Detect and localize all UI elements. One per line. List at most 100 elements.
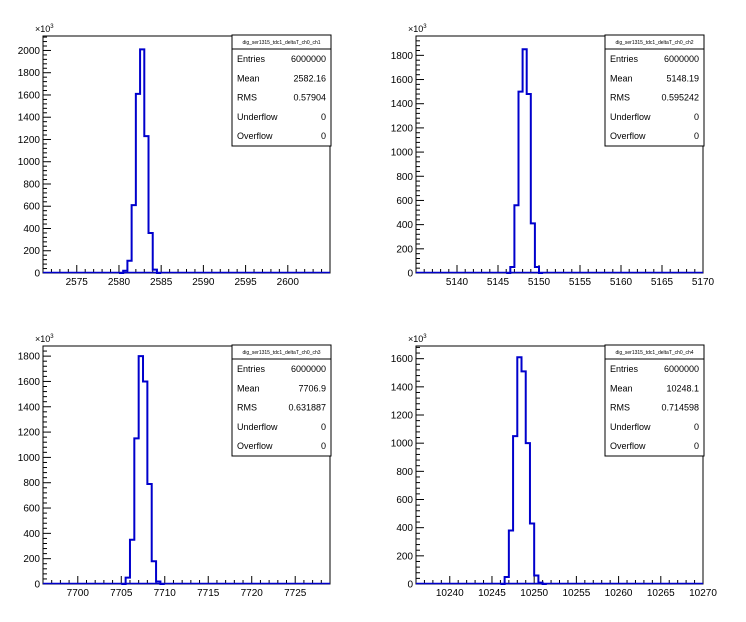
stats-box-frame: [231, 34, 332, 147]
exponent-power: 3: [423, 334, 427, 340]
histogram-pad-1: 0 200 400 600 800 1000 1200 1400 1600 1800 2000 257…: [18, 24, 332, 288]
histogram-pad-3: 0 200 400 600 800 1000 1200 1400 1600 1800 7700 770…: [18, 334, 332, 599]
x-tick-label: 7725: [284, 588, 307, 599]
stats-label: RMS: [610, 403, 630, 413]
stats-value: 0.714598: [661, 403, 699, 413]
y-tick-label: 600: [23, 504, 40, 515]
x-tick-label: 10260: [605, 588, 633, 599]
histogram-pad-2: 0 200 400 600 800 1000 1200 1400 1600 1800 5140 514…: [391, 24, 715, 288]
stats-title: dig_ser1315_tdc1_deltaT_ch0_ch2: [615, 40, 693, 46]
stats-label: Overflow: [610, 441, 646, 451]
y-tick-label: 0: [407, 580, 413, 591]
exponent-prefix: ×10: [35, 24, 50, 34]
stats-value: 7706.9: [298, 383, 326, 393]
x-tick-label: 7700: [67, 588, 90, 599]
y-tick-label: 1400: [18, 402, 41, 413]
y-tick-label: 600: [23, 202, 40, 213]
y-tick-label: 1200: [391, 411, 414, 422]
x-tick-label: 2585: [150, 277, 173, 288]
y-tick-label: 200: [23, 246, 40, 257]
stats-box: dig_ser1315_tdc1_deltaT_ch0_ch1 Entries 60…: [231, 34, 332, 147]
x-tick-label: 5170: [692, 277, 715, 288]
stats-value: 0.631887: [288, 403, 326, 413]
exponent-prefix: ×10: [408, 334, 423, 344]
stats-box-frame: [231, 344, 332, 457]
stats-box-frame: [604, 344, 705, 457]
stats-box: dig_ser1315_tdc1_deltaT_ch0_ch2 Entries 60…: [604, 34, 705, 147]
stats-label: Overflow: [237, 131, 273, 141]
exponent-power: 3: [50, 334, 54, 340]
y-tick-label: 200: [396, 244, 413, 255]
x-tick-label: 5155: [569, 277, 592, 288]
y-tick-label: 0: [407, 269, 413, 280]
stats-label: Underflow: [610, 112, 651, 122]
stats-value: 0: [321, 131, 326, 141]
stats-label: RMS: [237, 403, 257, 413]
x-tick-label: 5160: [610, 277, 633, 288]
stats-title: dig_ser1315_tdc1_deltaT_ch0_ch4: [615, 350, 693, 356]
exponent-power: 3: [423, 24, 427, 30]
stats-label: Mean: [237, 73, 260, 83]
y-tick-label: 400: [396, 523, 413, 534]
stats-value: 0.57904: [293, 93, 326, 103]
stats-label: RMS: [237, 93, 257, 103]
y-tick-label: 1800: [18, 352, 41, 363]
y-tick-label: 1000: [18, 453, 41, 464]
y-tick-label: 0: [34, 580, 40, 591]
histogram-outline: [118, 48, 162, 274]
y-tick-label: 1200: [18, 135, 41, 146]
exponent-prefix: ×10: [408, 24, 423, 34]
stats-label: Overflow: [610, 131, 646, 141]
y-tick-label: 1800: [391, 51, 414, 62]
histogram-outline: [500, 356, 547, 585]
x-tick-label: 2600: [277, 277, 300, 288]
x-tick-label: 2575: [66, 277, 89, 288]
y-tick-label: 1000: [18, 157, 41, 168]
y-tick-label: 400: [23, 224, 40, 235]
stats-value: 0: [321, 422, 326, 432]
stats-label: Entries: [237, 54, 266, 64]
stats-value: 0: [694, 441, 699, 451]
x-tick-label: 10240: [436, 588, 464, 599]
y-tick-label: 1400: [391, 99, 414, 110]
histogram-outline: [121, 355, 165, 585]
stats-label: Entries: [610, 54, 639, 64]
y-tick-label: 1400: [18, 113, 41, 124]
x-tick-label: 7705: [110, 588, 133, 599]
x-tick-label: 2590: [192, 277, 215, 288]
stats-label: Entries: [237, 364, 266, 374]
y-tick-label: 1600: [18, 377, 41, 388]
stats-value: 5148.19: [666, 73, 699, 83]
y-tick-label: 200: [396, 551, 413, 562]
stats-label: Underflow: [237, 422, 278, 432]
y-tick-label: 1200: [18, 428, 41, 439]
histogram-outline: [506, 48, 544, 274]
x-tick-label: 10265: [647, 588, 675, 599]
stats-label: Mean: [610, 383, 633, 393]
x-tick-label: 7720: [241, 588, 264, 599]
x-tick-label: 7710: [154, 588, 177, 599]
x-tick-label: 5140: [446, 277, 469, 288]
stats-value: 10248.1: [666, 383, 699, 393]
y-exponent-label: ×103: [408, 24, 427, 34]
x-tick-label: 5150: [528, 277, 551, 288]
stats-label: Overflow: [237, 441, 273, 451]
x-tick-label: 10270: [689, 588, 717, 599]
stats-value: 6000000: [664, 364, 699, 374]
x-tick-label: 7715: [197, 588, 220, 599]
stats-label: RMS: [610, 93, 630, 103]
stats-value: 0: [321, 112, 326, 122]
stats-value: 0.595242: [661, 93, 699, 103]
y-tick-label: 600: [396, 495, 413, 506]
y-tick-label: 800: [396, 172, 413, 183]
stats-title: dig_ser1315_tdc1_deltaT_ch0_ch3: [242, 350, 320, 356]
histogram-pad-4: 0 200 400 600 800 1000 1200 1400 1600 10240 10245 1…: [391, 334, 718, 599]
y-tick-label: 200: [23, 554, 40, 565]
stats-box-frame: [604, 34, 705, 147]
exponent-prefix: ×10: [35, 334, 50, 344]
x-tick-label: 5145: [487, 277, 510, 288]
y-tick-label: 1600: [18, 90, 41, 101]
y-tick-label: 1600: [391, 75, 414, 86]
stats-label: Underflow: [237, 112, 278, 122]
